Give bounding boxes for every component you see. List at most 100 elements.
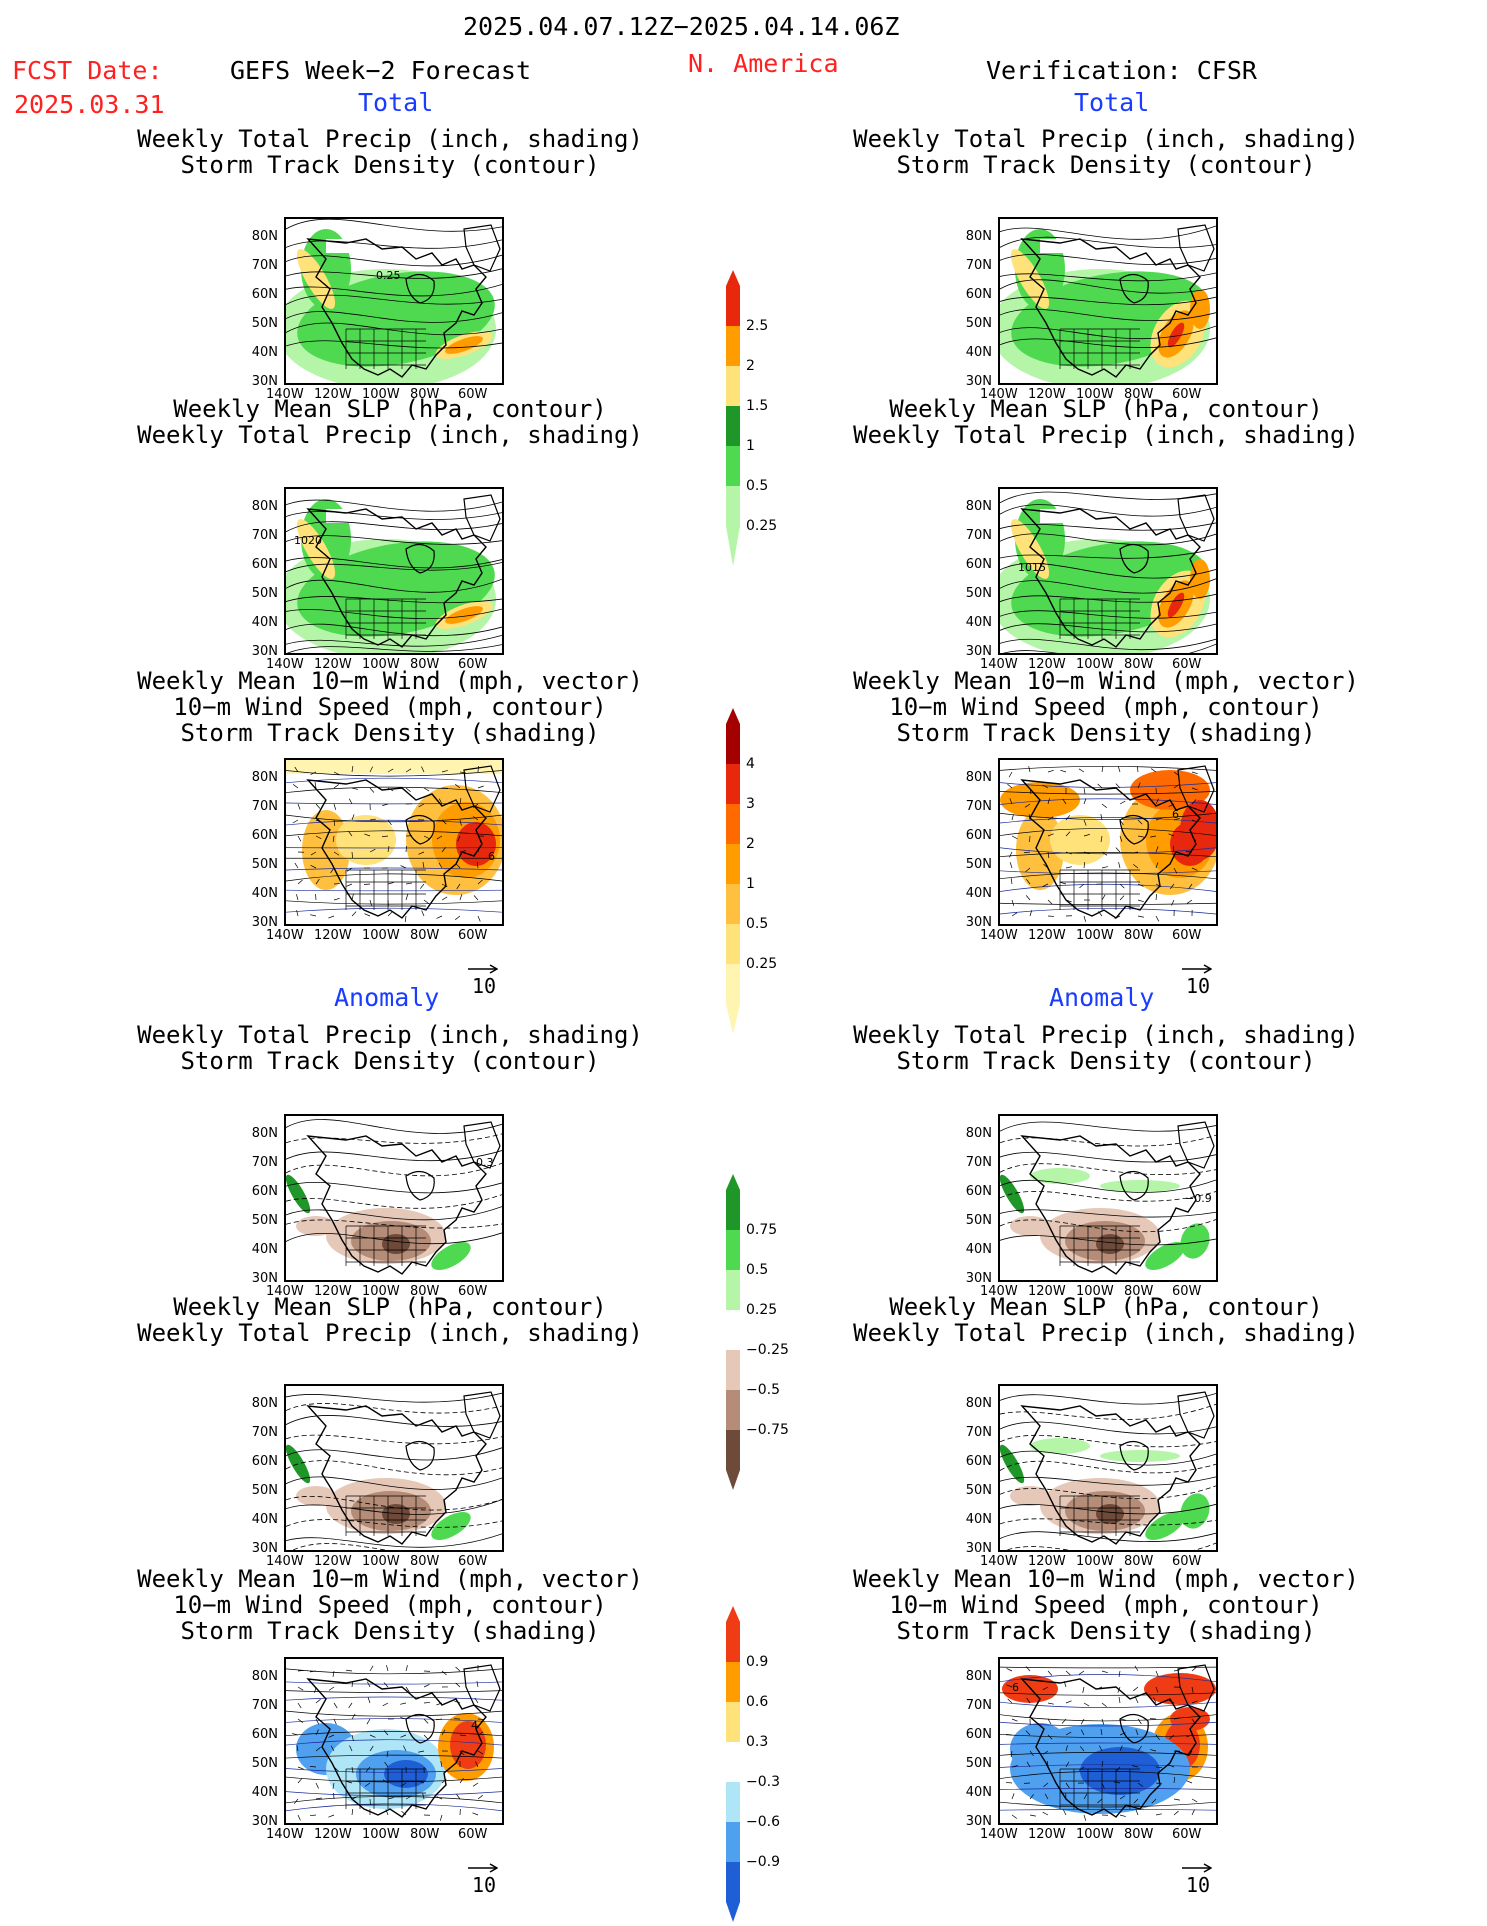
vector-reference: 10 <box>1182 1863 1212 1897</box>
panel-title-line: Weekly Mean SLP (hPa, contour) <box>806 1294 1406 1320</box>
region-title: N. America <box>688 51 839 76</box>
vector-reference-value: 10 <box>1186 1873 1210 1897</box>
lat-tick-label: 80N <box>242 499 278 514</box>
panel-title-line: Weekly Mean 10−m Wind (mph, vector) <box>90 1566 690 1592</box>
panel-title-r2-fcst: Weekly Mean SLP (hPa, contour)Weekly Tot… <box>90 396 690 448</box>
panel-title-line: Storm Track Density (shading) <box>806 720 1406 746</box>
colorbar-label: 0.25 <box>746 956 777 972</box>
panel-title-r6-verif: Weekly Mean 10−m Wind (mph, vector)10−m … <box>806 1566 1406 1644</box>
panel-title-line: Weekly Mean SLP (hPa, contour) <box>806 396 1406 422</box>
lat-tick-label: 60N <box>242 1454 278 1469</box>
lat-tick-label: 40N <box>956 345 992 360</box>
lat-tick-label: 70N <box>242 1425 278 1440</box>
lat-tick-label: 70N <box>242 1155 278 1170</box>
panel-title-line: Storm Track Density (contour) <box>806 152 1406 178</box>
lat-tick-label: 70N <box>956 1155 992 1170</box>
map-panel-r4-verif: −0.9 <box>998 1114 1218 1282</box>
lat-tick-label: 60N <box>956 828 992 843</box>
contour-label: 1015 <box>1018 561 1046 574</box>
lat-tick-label: 80N <box>242 770 278 785</box>
panel-title-line: Weekly Total Precip (inch, shading) <box>90 1022 690 1048</box>
panel-title-r5-verif: Weekly Mean SLP (hPa, contour)Weekly Tot… <box>806 1294 1406 1346</box>
lat-tick-label: 60N <box>956 1454 992 1469</box>
lon-tick-label: 60W <box>458 1827 487 1842</box>
map-svg: 1015 <box>1000 489 1216 653</box>
lat-tick-label: 70N <box>956 799 992 814</box>
panel-title-line: Weekly Mean 10−m Wind (mph, vector) <box>90 668 690 694</box>
lat-tick-label: 50N <box>956 857 992 872</box>
lat-tick-label: 80N <box>956 499 992 514</box>
contour-label: 4 <box>471 1719 478 1732</box>
colorbar-label: 0.9 <box>746 1654 768 1670</box>
vector-arrow-icon <box>468 1863 498 1873</box>
map-panel-r3-fcst: 6 <box>284 758 504 926</box>
lon-tick-label: 140W <box>266 928 304 943</box>
lat-tick-label: 60N <box>956 1727 992 1742</box>
vector-reference: 10 <box>468 964 498 998</box>
contour-label: 6 <box>1012 1681 1019 1694</box>
map-panel-r3-verif: 6 <box>998 758 1218 926</box>
map-svg: 6 <box>286 760 502 924</box>
colorbar-label: −0.6 <box>746 1814 780 1830</box>
fcst-date-label: FCST Date: <box>12 58 163 83</box>
panel-title-line: 10−m Wind Speed (mph, contour) <box>806 1592 1406 1618</box>
lon-tick-label: 120W <box>314 928 352 943</box>
colorbar-label: 1 <box>746 876 755 892</box>
vector-reference-value: 10 <box>472 1873 496 1897</box>
lon-tick-label: 100W <box>362 1827 400 1842</box>
lat-tick-label: 70N <box>956 1425 992 1440</box>
lon-tick-label: 80W <box>1124 1827 1153 1842</box>
lat-tick-label: 60N <box>956 287 992 302</box>
map-svg <box>1000 219 1216 383</box>
lat-tick-label: 70N <box>242 258 278 273</box>
lat-tick-label: 60N <box>956 557 992 572</box>
colorbar-label: −0.9 <box>746 1854 780 1870</box>
contour-label: 1020 <box>294 534 322 547</box>
panel-title-line: Storm Track Density (shading) <box>90 1618 690 1644</box>
map-svg: 0.3 <box>286 1116 502 1280</box>
panel-title-line: Weekly Total Precip (inch, shading) <box>90 422 690 448</box>
colorbar-svg <box>722 1174 744 1490</box>
map-svg: 0.25 <box>286 219 502 383</box>
colorbar-storm_total <box>722 708 744 1038</box>
colorbar-precip_anom <box>722 1174 744 1494</box>
map-panel-r2-fcst: 1020 <box>284 487 504 655</box>
lon-tick-label: 140W <box>980 928 1018 943</box>
map-panel-r6-verif: 6 <box>998 1657 1218 1825</box>
lon-tick-label: 100W <box>1076 1827 1114 1842</box>
map-panel-r6-fcst: 4 <box>284 1657 504 1825</box>
vector-reference: 10 <box>468 1863 498 1897</box>
lat-tick-label: 80N <box>956 1396 992 1411</box>
lat-tick-label: 70N <box>242 528 278 543</box>
lat-tick-label: 80N <box>956 770 992 785</box>
lat-tick-label: 50N <box>242 586 278 601</box>
colorbar-label: 1.5 <box>746 398 768 414</box>
map-svg <box>1000 1386 1216 1550</box>
valid-date-range: 2025.04.07.12Z−2025.04.14.06Z <box>463 14 900 39</box>
lon-tick-label: 80W <box>410 928 439 943</box>
lat-tick-label: 50N <box>956 1483 992 1498</box>
panel-title-line: Weekly Total Precip (inch, shading) <box>806 422 1406 448</box>
lat-tick-label: 40N <box>956 615 992 630</box>
panel-title-r3-verif: Weekly Mean 10−m Wind (mph, vector)10−m … <box>806 668 1406 746</box>
panel-title-line: Storm Track Density (shading) <box>806 1618 1406 1644</box>
panel-title-r1-fcst: Weekly Total Precip (inch, shading)Storm… <box>90 126 690 178</box>
contour-label: 0.3 <box>476 1156 494 1169</box>
map-svg: 1020 <box>286 489 502 653</box>
panel-title-r2-verif: Weekly Mean SLP (hPa, contour)Weekly Tot… <box>806 396 1406 448</box>
lon-tick-label: 100W <box>1076 928 1114 943</box>
lat-tick-label: 60N <box>242 1184 278 1199</box>
colorbar-label: −0.25 <box>746 1342 789 1358</box>
lat-tick-label: 80N <box>242 1669 278 1684</box>
panel-title-r4-verif: Weekly Total Precip (inch, shading)Storm… <box>806 1022 1406 1074</box>
map-svg: 6 <box>1000 1659 1216 1823</box>
panel-title-line: Weekly Total Precip (inch, shading) <box>90 126 690 152</box>
colorbar-label: 2 <box>746 358 755 374</box>
map-panel-r4-fcst: 0.3 <box>284 1114 504 1282</box>
colorbar-label: 1 <box>746 438 755 454</box>
lat-tick-label: 50N <box>956 1213 992 1228</box>
lat-tick-label: 50N <box>956 316 992 331</box>
lon-tick-label: 80W <box>410 1827 439 1842</box>
vector-reference: 10 <box>1182 964 1212 998</box>
lat-tick-label: 40N <box>956 1242 992 1257</box>
